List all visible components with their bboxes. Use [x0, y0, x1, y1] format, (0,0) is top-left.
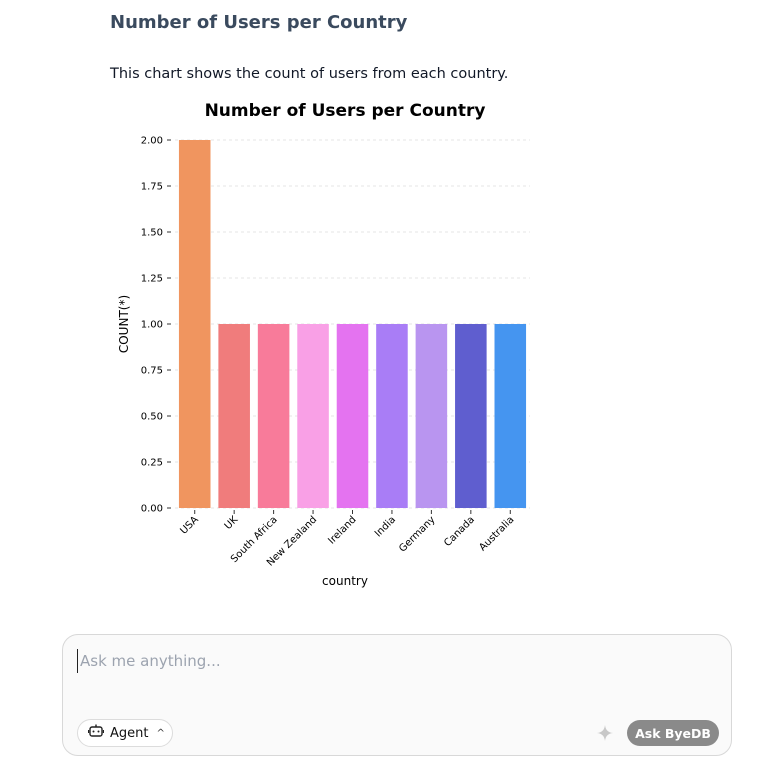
y-tick-label: 1.50	[141, 228, 163, 239]
chat-input[interactable]	[77, 649, 602, 673]
y-tick-label: 0.75	[141, 366, 163, 377]
bar-new-zealand	[297, 324, 329, 508]
chevron-up-icon: ^	[156, 727, 165, 739]
sparkle-button[interactable]	[591, 721, 619, 749]
y-tick-label: 1.00	[141, 320, 163, 331]
bar-south-africa	[257, 324, 290, 508]
sparkle-icon	[597, 724, 613, 746]
bar-uk	[218, 324, 250, 508]
bar-germany	[415, 324, 448, 508]
x-axis-label: country	[322, 574, 368, 588]
y-tick-label: 1.75	[141, 182, 163, 193]
x-tick-label: UK	[223, 514, 241, 532]
bar-usa	[178, 140, 211, 508]
x-tick-label: Germany	[397, 514, 437, 554]
x-tick-label: USA	[178, 514, 201, 537]
bar-ireland	[336, 324, 369, 508]
bar-australia	[494, 324, 527, 508]
bar-india	[376, 324, 408, 508]
bar-canada	[455, 324, 487, 508]
y-tick-label: 2.00	[141, 136, 163, 147]
chat-composer: Agent ^ Ask ByeDB	[62, 634, 732, 756]
message-description: This chart shows the count of users from…	[110, 66, 509, 82]
y-axis-label: COUNT(*)	[117, 295, 131, 353]
y-tick-label: 1.25	[141, 274, 163, 285]
y-tick-label: 0.50	[141, 412, 163, 423]
x-tick-label: Ireland	[326, 514, 358, 546]
y-tick-label: 0.25	[141, 458, 163, 469]
x-tick-label: Australia	[477, 514, 516, 553]
message-heading: Number of Users per Country	[110, 12, 408, 33]
bar-chart: Number of Users per Country 0.00 0.25 0.50…	[117, 101, 530, 588]
ask-button[interactable]: Ask ByeDB	[627, 720, 719, 746]
robot-icon	[87, 724, 105, 742]
agent-mode-label: Agent	[110, 725, 149, 741]
x-tick-label: Canada	[442, 514, 477, 549]
chart-title: Number of Users per Country	[205, 101, 486, 121]
y-tick-label: 0.00	[141, 504, 163, 515]
x-tick-label: India	[373, 514, 398, 539]
agent-mode-button[interactable]: Agent ^	[77, 719, 173, 747]
